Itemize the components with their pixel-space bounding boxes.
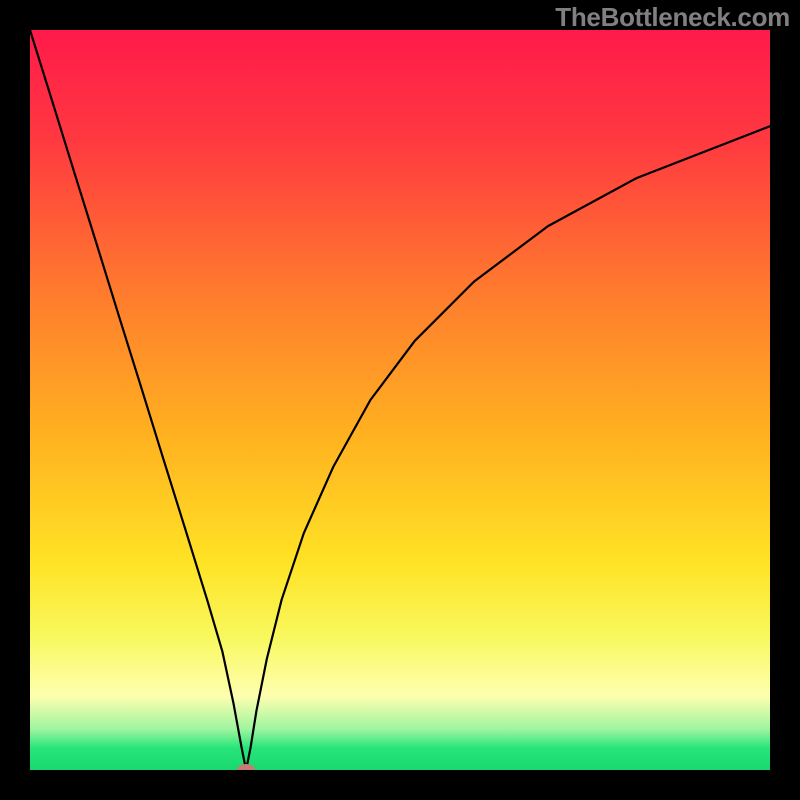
bottleneck-curve-chart [30, 30, 770, 770]
gradient-background [30, 30, 770, 770]
plot-area [30, 30, 770, 770]
watermark-text: TheBottleneck.com [555, 2, 790, 33]
